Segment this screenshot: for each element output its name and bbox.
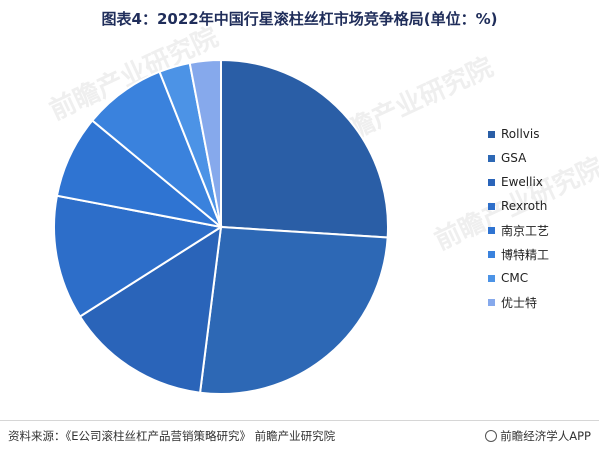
legend-item: CMC: [488, 266, 598, 290]
brand-label: 前瞻经济学人APP: [485, 428, 591, 444]
legend-swatch: [488, 202, 495, 210]
source-note: 资料来源：《E公司滚柱丝杠产品营销策略研究》 前瞻产业研究院: [8, 429, 336, 443]
pie-slice-优士特: [188, 58, 222, 228]
legend-swatch: [488, 274, 495, 282]
legend-item: Ewellix: [488, 170, 598, 194]
legend-item: 博特精工: [488, 242, 598, 266]
pie-slices: [53, 58, 389, 395]
legend-item: Rollvis: [488, 122, 598, 146]
legend-label: Ewellix: [501, 175, 543, 189]
legend-label: 优士特: [501, 295, 538, 310]
footer: 资料来源：《E公司滚柱丝杠产品营销策略研究》 前瞻产业研究院 前瞻经济学人APP: [0, 420, 599, 453]
legend-swatch: [488, 226, 495, 234]
brand-text: 前瞻经济学人APP: [500, 429, 591, 443]
legend-label: Rexroth: [501, 199, 548, 213]
pie-slice-Rexroth: [53, 194, 224, 318]
legend-swatch: [488, 250, 495, 258]
pie-slice-Rollvis: [220, 58, 389, 239]
chart-title: 图表4：2022年中国行星滚柱丝杠市场竞争格局(单位：%): [101, 10, 498, 28]
legend-label: CMC: [501, 271, 529, 285]
legend-item: GSA: [488, 146, 598, 170]
chart-legend: Rollvis GSA Ewellix Rexroth 南京工艺博特精工 CMC 优士特: [488, 122, 598, 314]
legend-item: 南京工艺: [488, 218, 598, 242]
pie-chart: 前瞻产业研究院前瞻产业研究院前瞻产业研究院前瞻产业研究院: [45, 21, 599, 395]
pie-slice-Ewellix: [78, 225, 223, 394]
legend-label: GSA: [501, 151, 527, 165]
legend-swatch: [488, 130, 495, 138]
legend-swatch: [488, 154, 495, 162]
legend-item: Rexroth: [488, 194, 598, 218]
legend-swatch: [488, 178, 495, 186]
legend-swatch: [488, 298, 495, 306]
legend-label: 南京工艺: [501, 223, 550, 238]
legend-label: Rollvis: [501, 127, 540, 141]
pie-slice-GSA: [198, 225, 389, 395]
legend-item: 优士特: [488, 290, 598, 314]
legend-label: 博特精工: [501, 247, 550, 262]
brand-logo-icon: [485, 430, 498, 442]
